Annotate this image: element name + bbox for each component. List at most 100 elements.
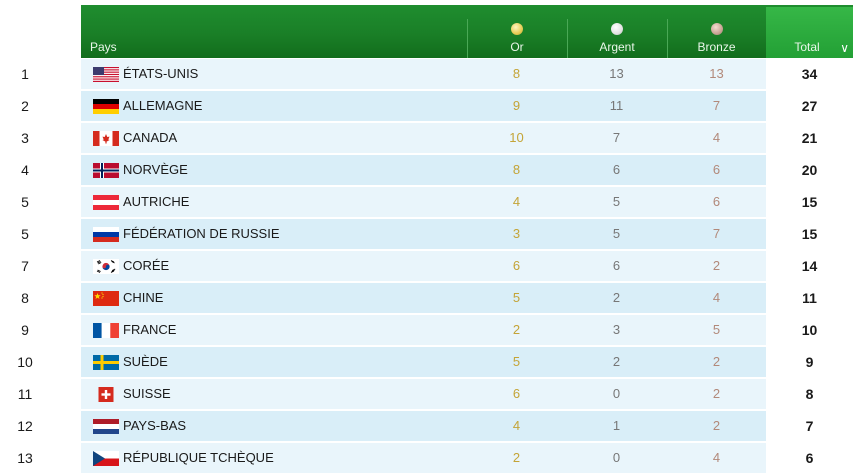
row-background	[81, 411, 766, 441]
row-total-background	[766, 315, 853, 345]
rank-cell: 10	[17, 354, 33, 370]
table-row[interactable]: 5 AUTRICHE 4 5 6 15	[0, 187, 853, 219]
gold-count: 4	[512, 418, 521, 433]
rank-cell: 11	[17, 386, 33, 402]
flag-ch-icon	[93, 387, 119, 402]
rank-cell: 9	[21, 322, 29, 338]
header-pays[interactable]: Pays	[81, 5, 467, 58]
header-bronze[interactable]: Bronze	[667, 5, 766, 58]
silver-count: 2	[612, 290, 621, 305]
table-row[interactable]: 13 RÉPUBLIQUE TCHÈQUE 2 0 4 6	[0, 443, 853, 475]
silver-count: 7	[612, 130, 621, 145]
header-argent[interactable]: Argent	[567, 5, 667, 58]
chevron-down-icon[interactable]: ∨	[840, 41, 849, 55]
table-header: Pays Or Argent Bronze Total ∨	[81, 5, 853, 58]
bronze-count: 5	[712, 322, 721, 337]
bronze-count: 2	[712, 258, 721, 273]
country-name[interactable]: NORVÈGE	[123, 162, 188, 177]
total-count: 34	[801, 66, 818, 82]
silver-count: 5	[612, 226, 621, 241]
row-background	[81, 315, 766, 345]
country-name[interactable]: SUÈDE	[123, 354, 168, 369]
silver-count: 1	[612, 418, 621, 433]
total-count: 10	[801, 322, 818, 338]
rank-cell: 5	[21, 194, 29, 210]
total-count: 15	[801, 226, 818, 242]
country-name[interactable]: PAYS-BAS	[123, 418, 187, 433]
table-row[interactable]: 10 SUÈDE 5 2 2 9	[0, 347, 853, 379]
bronze-count: 13	[709, 66, 724, 81]
gold-medal-icon	[511, 23, 523, 35]
country-name[interactable]: AUTRICHE	[123, 194, 190, 209]
country-name[interactable]: CORÉE	[123, 258, 170, 273]
row-background	[81, 379, 766, 409]
bronze-count: 4	[712, 450, 721, 465]
rank-cell: 2	[21, 98, 29, 114]
country-name[interactable]: CHINE	[123, 290, 164, 305]
gold-count: 8	[512, 162, 521, 177]
table-row[interactable]: 12 PAYS-BAS 4 1 2 7	[0, 411, 853, 443]
gold-count: 5	[512, 354, 521, 369]
total-count: 7	[805, 418, 814, 434]
row-background	[81, 91, 766, 121]
flag-ca-icon	[93, 131, 119, 146]
country-name[interactable]: ALLEMAGNE	[123, 98, 203, 113]
country-name[interactable]: ÉTATS-UNIS	[123, 66, 199, 81]
row-total-background	[766, 443, 853, 473]
country-name[interactable]: FÉDÉRATION DE RUSSIE	[123, 226, 280, 241]
total-count: 14	[801, 258, 818, 274]
table-row[interactable]: 5 FÉDÉRATION DE RUSSIE 3 5 7 15	[0, 219, 853, 251]
table-row[interactable]: 8 CHINE 5 2 4 11	[0, 283, 853, 315]
rank-cell: 1	[21, 66, 29, 82]
total-count: 11	[802, 290, 817, 306]
rank-cell: 3	[21, 130, 29, 146]
country-name[interactable]: CANADA	[123, 130, 178, 145]
bronze-count: 4	[712, 130, 721, 145]
flag-cn-icon	[93, 291, 119, 306]
total-count: 27	[801, 98, 818, 114]
total-count: 9	[805, 354, 814, 370]
flag-no-icon	[93, 163, 119, 178]
table-row[interactable]: 7 CORÉE 6 6 2 14	[0, 251, 853, 283]
row-background	[81, 155, 766, 185]
table-row[interactable]: 2 ALLEMAGNE 9 11 7 27	[0, 91, 853, 123]
gold-count: 5	[512, 290, 521, 305]
bronze-count: 6	[712, 162, 721, 177]
country-name[interactable]: RÉPUBLIQUE TCHÈQUE	[123, 450, 274, 465]
table-row[interactable]: 4 NORVÈGE 8 6 6 20	[0, 155, 853, 187]
gold-count: 8	[512, 66, 521, 81]
header-or[interactable]: Or	[467, 5, 567, 58]
table-row[interactable]: 1 ÉTATS-UNIS 8 13 13 34	[0, 59, 853, 91]
bronze-count: 7	[712, 226, 721, 241]
gold-count: 10	[509, 130, 524, 145]
bronze-count: 6	[712, 194, 721, 209]
gold-count: 6	[512, 258, 521, 273]
flag-kr-icon	[93, 259, 119, 274]
row-total-background	[766, 379, 853, 409]
row-total-background	[766, 187, 853, 217]
table-row[interactable]: 3 CANADA 10 7 4 21	[0, 123, 853, 155]
row-total-background	[766, 347, 853, 377]
row-background	[81, 347, 766, 377]
flag-ru-icon	[93, 227, 119, 242]
silver-count: 6	[612, 162, 621, 177]
silver-count: 5	[612, 194, 621, 209]
row-total-background	[766, 411, 853, 441]
row-total-background	[766, 219, 853, 249]
gold-count: 6	[512, 386, 521, 401]
header-total[interactable]: Total ∨	[766, 7, 853, 58]
table-row[interactable]: 9 FRANCE 2 3 5 10	[0, 315, 853, 347]
country-name[interactable]: FRANCE	[123, 322, 177, 337]
table-row[interactable]: 11 SUISSE 6 0 2 8	[0, 379, 853, 411]
row-background	[81, 283, 766, 313]
rank-cell: 8	[21, 290, 29, 306]
header-divider	[667, 19, 668, 58]
country-name[interactable]: SUISSE	[123, 386, 171, 401]
silver-count: 0	[612, 386, 621, 401]
flag-us-icon	[93, 67, 119, 82]
row-total-background	[766, 251, 853, 281]
rank-cell: 13	[17, 450, 33, 466]
header-argent-label: Argent	[599, 40, 635, 54]
row-background	[81, 219, 766, 249]
bronze-count: 2	[712, 418, 721, 433]
